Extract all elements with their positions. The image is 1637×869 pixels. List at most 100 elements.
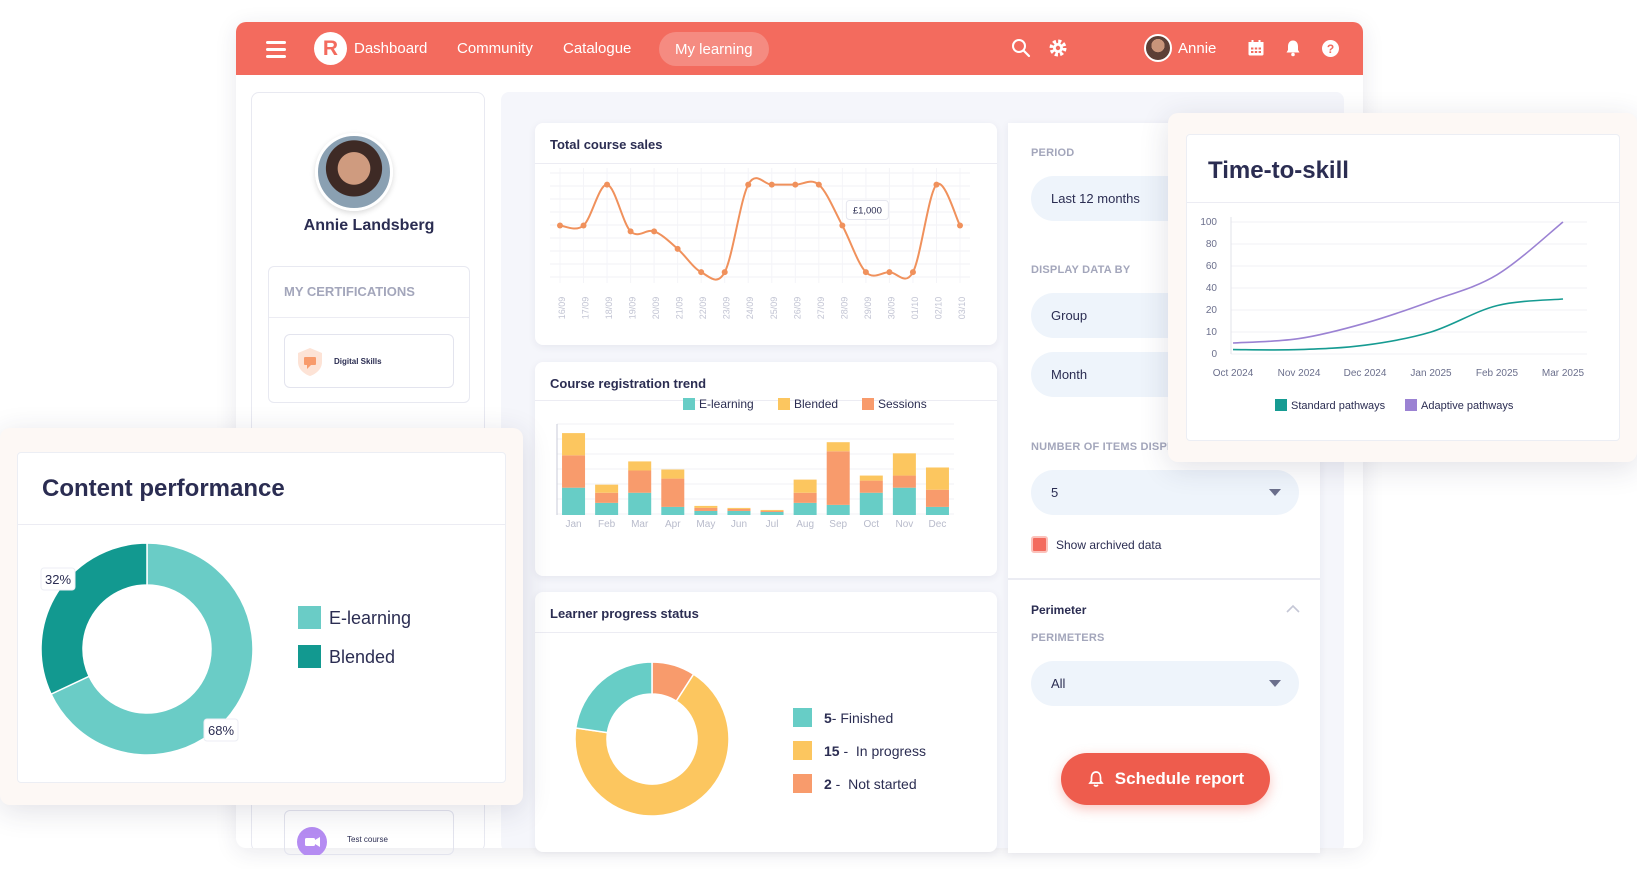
y-tick-label: 80 [1206, 239, 1218, 250]
user-avatar[interactable] [1144, 34, 1172, 62]
nav-dashboard[interactable]: Dashboard [354, 40, 428, 57]
legend-swatch [793, 741, 812, 760]
menu-icon[interactable] [266, 41, 286, 58]
certifications-title: MY CERTIFICATIONS [284, 284, 415, 299]
bar-segment-e-learning [727, 510, 751, 515]
bar-segment-sessions [826, 451, 850, 505]
perimeters-label: PERIMETERS [1031, 632, 1105, 644]
sales-point [839, 222, 846, 229]
calendar-icon[interactable] [1245, 37, 1267, 59]
sales-point [651, 228, 658, 235]
time-to-skill-chart: 0 10 20 40 60 80 100 Oct 2024 Nov 2024 Dec 2024 Ja… [1200, 217, 1587, 412]
search-icon[interactable] [1010, 37, 1032, 59]
bar-segment-e-learning [562, 487, 586, 515]
x-tick-label: 03/10 [957, 297, 967, 320]
bar-segment-blended [859, 475, 883, 481]
period-label: PERIOD [1031, 147, 1075, 159]
items-count-select[interactable]: 5 [1031, 470, 1299, 515]
content-performance-panel: Content performance 68% 32% E-learning Blen… [0, 428, 523, 805]
legend-label: Blended [794, 397, 838, 411]
gear-icon[interactable] [1047, 37, 1069, 59]
bell-icon[interactable] [1282, 37, 1304, 59]
x-tick-label: Jan [565, 519, 581, 530]
sales-point [721, 269, 728, 276]
bar-segment-blended [595, 484, 619, 493]
x-tick-label: 21/09 [675, 297, 685, 320]
sales-point [627, 228, 634, 235]
bar-segment-blended [727, 507, 751, 509]
bar-segment-sessions [661, 478, 685, 507]
tooltip-box [845, 200, 889, 220]
archived-checkbox-row[interactable]: Show archived data [1031, 536, 1161, 553]
user-name[interactable]: Annie [1178, 40, 1217, 57]
shield-icon [298, 348, 322, 376]
x-tick-label: 27/09 [816, 297, 826, 320]
nav-my-learning[interactable]: My learning [659, 32, 769, 66]
top-navigation-bar: R Dashboard Community Catalogue My learn… [236, 22, 1363, 75]
course-card[interactable]: Test course [284, 810, 454, 855]
legend-swatch [778, 398, 790, 410]
x-tick-label: Nov 2024 [1278, 368, 1321, 379]
legend-label: E-learning [699, 397, 754, 411]
bar-segment-sessions [925, 489, 949, 507]
legend-swatch [683, 398, 695, 410]
y-tick-label: 100 [1200, 217, 1217, 228]
bar-segment-blended [628, 461, 652, 471]
chevron-up-icon[interactable] [1285, 604, 1301, 614]
in-progress-count: 15 [824, 742, 840, 759]
legend-swatch [1275, 399, 1287, 411]
y-tick-label: 0 [1211, 349, 1217, 360]
x-tick-label: 19/09 [628, 297, 638, 320]
not-started-label: - Not started [831, 775, 917, 792]
time-to-skill-panel: Time-to-skill 0 10 20 40 60 80 100 Oct 2024 Nov … [1168, 113, 1637, 462]
y-tick-label: 10 [1206, 327, 1218, 338]
legend-label: Sessions [878, 397, 927, 411]
x-tick-label: Jan 2025 [1410, 368, 1452, 379]
items-count-value: 5 [1051, 485, 1059, 500]
bar-segment-blended [892, 453, 916, 476]
series-line-standard [1232, 298, 1564, 351]
y-tick-label: 60 [1206, 261, 1218, 272]
bar-segment-sessions [562, 455, 586, 488]
certification-card[interactable]: Digital Skills [284, 334, 454, 388]
schedule-report-button[interactable]: Schedule report [1061, 753, 1270, 805]
bar-segment-sessions [628, 470, 652, 493]
x-tick-label: Feb 2025 [1476, 368, 1519, 379]
x-tick-label: 26/09 [792, 297, 802, 320]
x-tick-label: Apr [665, 519, 681, 530]
profile-avatar [315, 133, 393, 211]
perimeters-select[interactable]: All [1031, 661, 1299, 706]
certification-name: Digital Skills [334, 357, 382, 366]
bar-segment-e-learning [628, 492, 652, 515]
legend-swatch [862, 398, 874, 410]
registration-trend-chart: Jan Feb Mar Apr May Jun Jul Aug Sep Oct Nov Dec E-le… [556, 397, 954, 530]
bar-segment-blended [793, 479, 817, 493]
x-tick-label: Oct [864, 519, 880, 530]
x-tick-label: 01/10 [910, 297, 920, 320]
bar-segment-blended [760, 509, 784, 511]
brand-logo[interactable]: R [314, 32, 347, 65]
nav-community[interactable]: Community [457, 40, 533, 57]
bar-segment-blended [661, 469, 685, 479]
bar-segment-e-learning [859, 492, 883, 515]
percent-label-box [203, 718, 239, 742]
help-icon[interactable]: ? [1319, 37, 1341, 59]
x-tick-label: Sep [829, 519, 847, 530]
items-displayed-label: NUMBER OF ITEMS DISPLAYED [1031, 441, 1199, 453]
legend-in-progress: 15 - In progress [793, 741, 926, 760]
x-tick-label: Feb [598, 519, 616, 530]
legend-label: Standard pathways [1291, 400, 1386, 412]
x-tick-label: May [696, 519, 715, 530]
finished-label: - Finished [831, 709, 894, 726]
certifications-panel: MY CERTIFICATIONS Digital Skills [268, 266, 470, 403]
x-tick-label: Jul [766, 519, 779, 530]
archived-checkbox[interactable] [1031, 536, 1048, 553]
bar-segment-e-learning [595, 502, 619, 515]
legend-swatch [1405, 399, 1417, 411]
tooltip-label: £1,000 [853, 206, 882, 217]
x-tick-label: 30/09 [886, 297, 896, 320]
learner-progress-donut [574, 661, 730, 817]
sales-point [768, 181, 775, 188]
content-performance-title: Content performance [42, 475, 285, 502]
nav-catalogue[interactable]: Catalogue [563, 40, 632, 57]
